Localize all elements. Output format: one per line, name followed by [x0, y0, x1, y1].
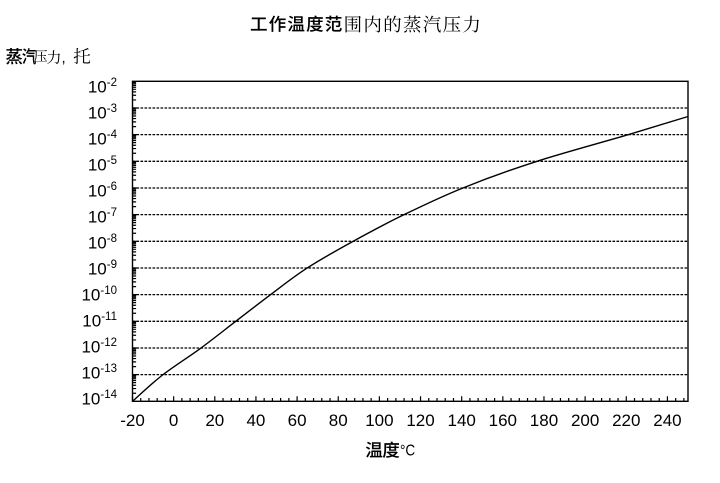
svg-text:220: 220: [612, 411, 640, 430]
svg-text:40: 40: [246, 411, 265, 430]
svg-text:-20: -20: [120, 411, 145, 430]
svg-text:120: 120: [406, 411, 434, 430]
svg-text:200: 200: [571, 411, 599, 430]
svg-text:240: 240: [653, 411, 681, 430]
svg-text:140: 140: [448, 411, 476, 430]
svg-text:0: 0: [169, 411, 178, 430]
svg-text:80: 80: [329, 411, 348, 430]
svg-text:20: 20: [205, 411, 224, 430]
svg-text:60: 60: [288, 411, 307, 430]
svg-text:100: 100: [365, 411, 393, 430]
svg-text:160: 160: [489, 411, 517, 430]
svg-text:,: ,: [62, 50, 66, 67]
svg-text:°C: °C: [400, 442, 415, 459]
svg-text:180: 180: [530, 411, 558, 430]
